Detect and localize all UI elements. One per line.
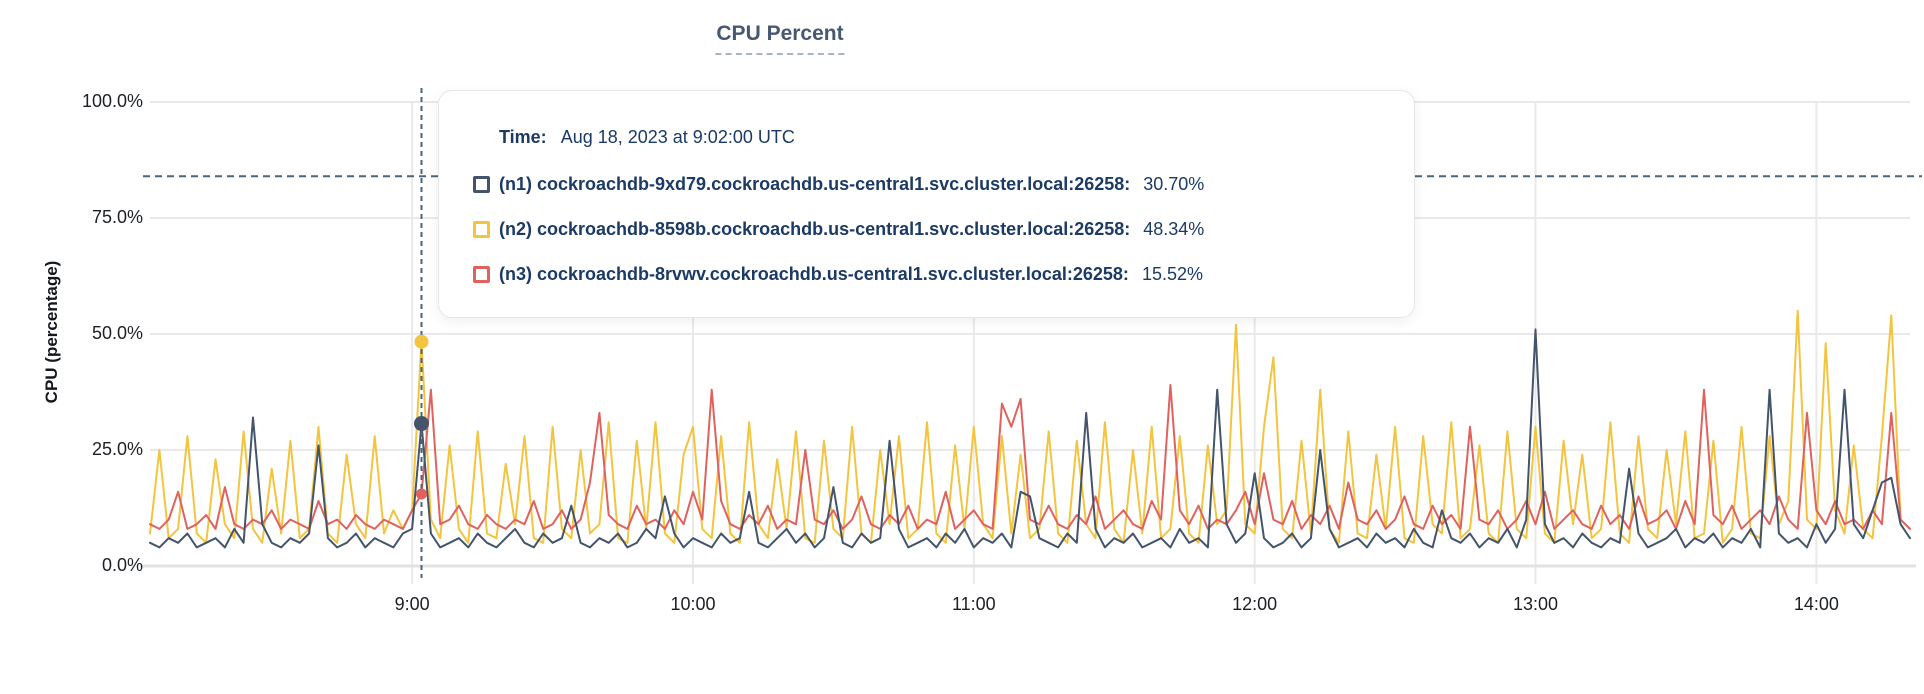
tooltip-series-row-n3: (n3) cockroachdb-8rvwv.cockroachdb.us-ce… [473, 262, 1203, 286]
x-tick-label: 13:00 [1513, 594, 1559, 614]
series-line-n2 [149, 309, 1911, 544]
y-tick-label: 75.0% [91, 207, 143, 227]
tooltip-series-value: 48.34% [1143, 218, 1205, 239]
hover-tooltip: Time: Aug 18, 2023 at 9:02:00 UTC (n1) co… [438, 90, 1415, 318]
x-tick-label: 11:00 [951, 594, 996, 614]
series-n3-swatch-icon [473, 265, 490, 283]
series-n1-swatch-icon [473, 175, 490, 193]
tooltip-series-value: 15.52% [1141, 263, 1203, 284]
tooltip-series-name: (n2) cockroachdb-8598b.cockroachdb.us-ce… [499, 218, 1131, 239]
hover-dot-n1 [413, 416, 429, 432]
series-line-n3 [149, 384, 1911, 530]
hover-dot-n3 [415, 488, 427, 500]
series-lines [149, 309, 1911, 549]
tooltip-time-row: Time: Aug 18, 2023 at 9:02:00 UTC [499, 127, 795, 148]
tooltip-series-row-n2: (n2) cockroachdb-8598b.cockroachdb.us-ce… [473, 217, 1204, 241]
x-tick-label: 12:00 [1232, 594, 1278, 614]
y-tick-label: 100.0% [81, 91, 143, 111]
y-tick-label: 50.0% [91, 323, 143, 343]
y-tick-label: 25.0% [91, 439, 143, 459]
series-n2-swatch-icon [473, 220, 490, 238]
tooltip-series-name: (n1) cockroachdb-9xd79.cockroachdb.us-ce… [499, 173, 1131, 194]
tooltip-series-value: 30.70% [1143, 173, 1205, 194]
x-tick-label: 10:00 [670, 594, 716, 614]
tooltip-series-name: (n3) cockroachdb-8rvwv.cockroachdb.us-ce… [499, 263, 1129, 284]
tooltip-series-row-n1: (n1) cockroachdb-9xd79.cockroachdb.us-ce… [473, 172, 1204, 196]
tooltip-time-label: Time: [499, 127, 547, 147]
tooltip-time-value: Aug 18, 2023 at 9:02:00 UTC [560, 127, 795, 147]
chart-title[interactable]: CPU Percent [715, 22, 845, 55]
series-line-n1 [149, 328, 1911, 549]
x-tick-label: 14:00 [1793, 594, 1839, 614]
x-tick-label: 9:00 [394, 594, 430, 614]
hover-dot-n2 [414, 334, 429, 349]
y-tick-label: 0.0% [101, 555, 143, 575]
